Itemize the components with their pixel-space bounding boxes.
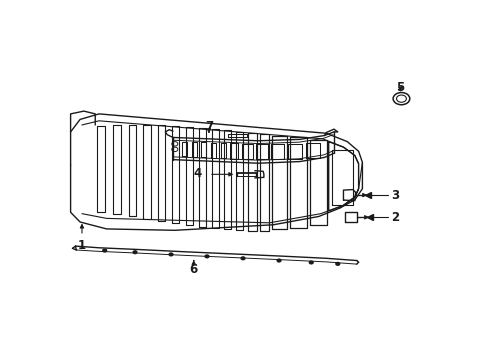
Circle shape <box>277 259 280 262</box>
Circle shape <box>133 251 137 253</box>
Circle shape <box>309 261 312 264</box>
Text: 4: 4 <box>193 167 202 180</box>
Circle shape <box>335 262 339 265</box>
Text: 1: 1 <box>78 239 86 252</box>
Text: 6: 6 <box>189 262 198 276</box>
Text: 3: 3 <box>390 189 398 202</box>
Text: 2: 2 <box>390 211 398 224</box>
Circle shape <box>205 255 208 258</box>
Circle shape <box>241 257 244 260</box>
Circle shape <box>169 253 173 256</box>
Circle shape <box>102 249 106 252</box>
Text: 7: 7 <box>204 120 213 133</box>
Text: 5: 5 <box>395 81 404 94</box>
